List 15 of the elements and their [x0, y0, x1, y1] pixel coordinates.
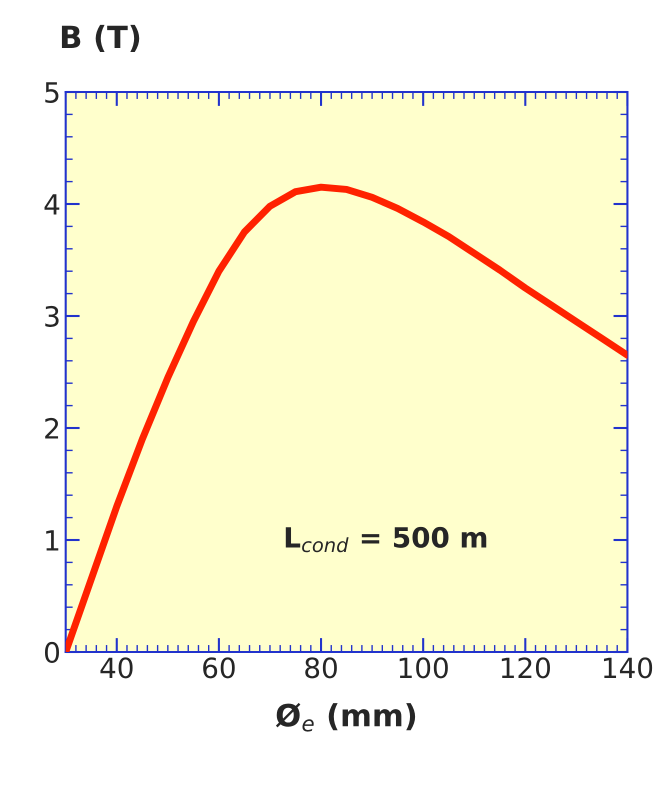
y-tick-label: 2: [45, 418, 58, 439]
x-tick-label: 80: [305, 657, 337, 678]
x-tick-label: 40: [100, 657, 133, 678]
x-tick-label: 60: [203, 657, 235, 678]
x-tick-label: 140: [604, 657, 652, 678]
y-tick-label: 1: [46, 530, 58, 551]
y-tick-label: 4: [44, 194, 60, 215]
y-tick-label: 0: [44, 642, 59, 663]
y-tick-label: 3: [45, 306, 59, 327]
annotation: L$_{cond}$ = 500 m: [286, 526, 486, 552]
x-tick-label: 100: [400, 657, 448, 678]
x-tick-label: 120: [502, 657, 550, 678]
y-tick-label: 5: [45, 82, 58, 103]
y-axis-title: B (T): [62, 24, 140, 52]
x-axis-title: Ø$_{e}$ (mm): [276, 702, 416, 732]
